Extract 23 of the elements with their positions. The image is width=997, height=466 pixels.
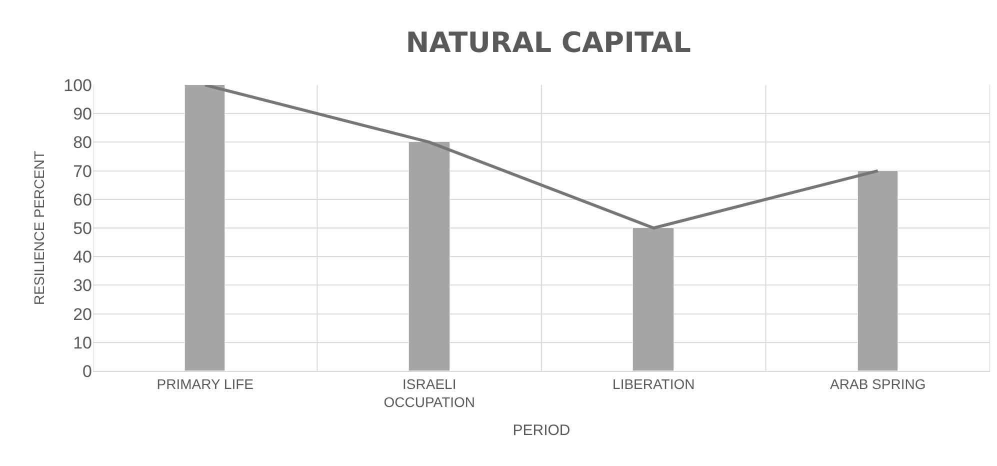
y-tick-label: 100 [64,76,92,95]
chart-title: NATURAL CAPITAL [406,26,692,60]
x-tick-label: PRIMARY LIFE [156,376,254,392]
bar [184,85,225,371]
x-tick-label: ARAB SPRING [830,376,926,392]
y-tick-label: 50 [73,218,92,238]
x-axis-title: PERIOD [512,422,570,439]
bar [408,142,450,371]
y-tick-label: 80 [73,133,92,152]
y-tick-label: 0 [82,362,92,381]
y-tick-label: 90 [73,104,92,124]
bar [632,228,674,371]
line-series [204,85,880,230]
y-tick-label: 20 [73,304,92,324]
y-tick-label: 10 [73,333,92,352]
bar [858,170,898,371]
y-tick-label: 60 [73,190,92,210]
y-tick-label: 30 [73,276,92,296]
y-tick-label: 70 [73,162,92,181]
y-axis-title: RESILIENCE PERCENT [31,150,48,306]
x-tick-label: ISRAELI OCCUPATION [384,376,476,410]
x-tick-label: LIBERATION [612,376,695,392]
y-tick-label: 40 [73,248,92,267]
